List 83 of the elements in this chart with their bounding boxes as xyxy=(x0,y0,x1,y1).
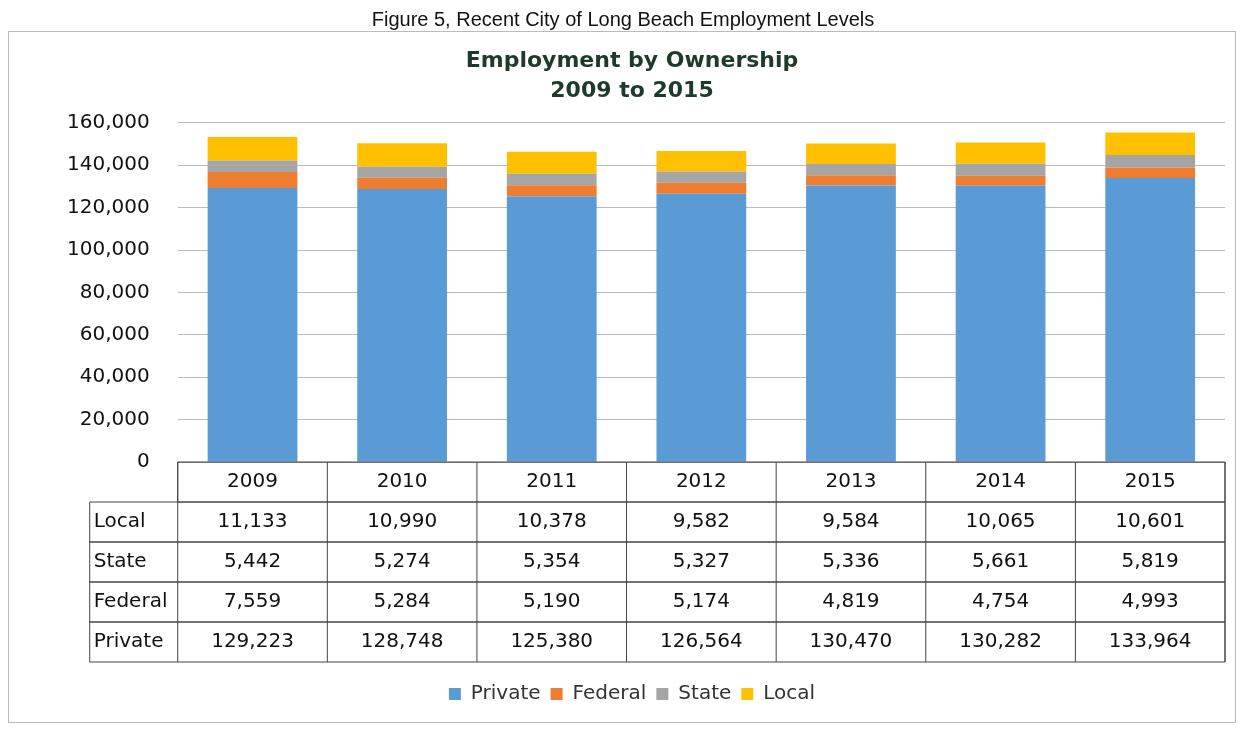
x-tick-label: 2014 xyxy=(975,468,1027,493)
bar xyxy=(207,172,298,189)
bar xyxy=(955,185,1046,462)
data-label: 128,748 xyxy=(360,628,444,653)
bar xyxy=(357,177,448,190)
y-tick-label: 140,000 xyxy=(66,151,150,176)
bar xyxy=(357,143,448,167)
data-label: 126,564 xyxy=(659,628,743,653)
bar xyxy=(506,185,597,197)
y-tick-label: 160,000 xyxy=(66,109,150,133)
bar xyxy=(506,151,597,174)
data-label: 125,380 xyxy=(510,628,594,653)
chart-subtitle: 2009 to 2015 xyxy=(550,77,714,103)
data-label: 4,993 xyxy=(1121,588,1179,613)
data-label: 130,470 xyxy=(809,628,893,653)
bar xyxy=(506,173,597,186)
bar xyxy=(207,188,298,462)
y-tick-label: 20,000 xyxy=(79,405,150,430)
x-tick-label: 2010 xyxy=(376,468,428,493)
data-label: 5,354 xyxy=(523,548,581,573)
legend-label: State xyxy=(678,680,732,705)
bar xyxy=(207,136,298,161)
data-label: 5,336 xyxy=(822,548,880,573)
data-label: 5,274 xyxy=(373,548,431,573)
bar xyxy=(1105,132,1196,156)
data-label: 10,378 xyxy=(516,508,587,533)
x-tick-label: 2012 xyxy=(675,468,727,493)
data-label: 5,442 xyxy=(223,548,282,573)
bar xyxy=(506,196,597,462)
text: Federal xyxy=(93,588,168,613)
bar xyxy=(357,189,448,462)
y-tick-label: 80,000 xyxy=(79,278,150,303)
bar xyxy=(806,175,896,186)
data-label: 10,065 xyxy=(965,508,1036,533)
legend-label: Local xyxy=(763,680,816,705)
bar xyxy=(955,163,1046,176)
data-label: 10,601 xyxy=(1115,508,1186,533)
data-label: 133,964 xyxy=(1108,628,1192,653)
bar xyxy=(806,163,896,176)
bar xyxy=(806,185,896,462)
data-label: 9,582 xyxy=(672,508,730,533)
x-tick-label: 2015 xyxy=(1124,468,1176,493)
bar xyxy=(207,160,298,173)
x-tick-label: 2013 xyxy=(825,468,877,493)
data-label: 5,174 xyxy=(672,588,730,613)
text: Local xyxy=(93,508,146,533)
data-label: 129,223 xyxy=(211,628,294,653)
data-label: 5,819 xyxy=(1121,548,1179,573)
data-label: 130,282 xyxy=(959,628,1042,653)
bar xyxy=(806,143,896,164)
data-label: 11,133 xyxy=(217,508,288,533)
x-tick-label: 2011 xyxy=(526,468,578,493)
legend-label: Private xyxy=(470,680,541,705)
bar xyxy=(357,166,448,178)
legend-label: Federal xyxy=(572,680,647,705)
text: Private xyxy=(93,628,164,653)
y-tick-label: 0 xyxy=(136,448,150,473)
chart-title: Employment by Ownership xyxy=(465,46,799,72)
bar xyxy=(1105,167,1196,178)
bar xyxy=(656,151,747,172)
bar xyxy=(955,175,1046,186)
data-label: 5,284 xyxy=(373,588,431,613)
bar xyxy=(955,142,1046,164)
data-label: 4,819 xyxy=(822,588,880,613)
caption: Figure 5, Recent City of Long Beach Employment Levels xyxy=(370,8,876,31)
data-label: 4,754 xyxy=(971,588,1030,613)
y-tick-label: 60,000 xyxy=(79,321,150,345)
bar xyxy=(656,182,747,194)
y-tick-label: 40,000 xyxy=(79,363,150,388)
bar xyxy=(656,193,747,462)
y-tick-label: 100,000 xyxy=(66,236,150,261)
x-tick-label: 2009 xyxy=(227,468,278,493)
data-label: 9,584 xyxy=(822,508,880,533)
text: State xyxy=(93,548,147,573)
bar xyxy=(1105,155,1196,168)
bar xyxy=(1105,178,1196,462)
data-label: 5,190 xyxy=(523,588,581,613)
y-tick-label: 120,000 xyxy=(66,193,150,218)
data-label: 10,990 xyxy=(367,508,438,533)
data-label: 5,661 xyxy=(971,548,1030,573)
data-label: 7,559 xyxy=(223,588,282,613)
bar xyxy=(656,171,747,183)
data-label: 5,327 xyxy=(672,548,730,573)
